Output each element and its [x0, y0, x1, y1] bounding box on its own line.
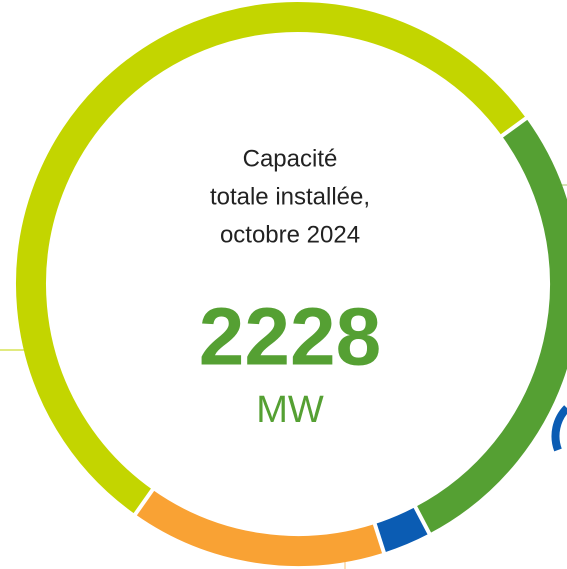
total-value: 2228: [199, 292, 381, 383]
partial-icon: [551, 405, 567, 452]
donut-segment: [135, 489, 384, 566]
donut-segment: [415, 118, 567, 534]
segment-gap: [368, 509, 391, 568]
center-label: Capacité: [243, 145, 338, 172]
donut-segment: [374, 506, 430, 553]
donut-segment: [16, 2, 527, 515]
center-label: octobre 2024: [220, 221, 360, 248]
segment-gap: [124, 476, 163, 528]
segment-gap: [406, 492, 439, 548]
center-label: totale installée,: [210, 183, 370, 210]
total-unit: MW: [256, 389, 324, 431]
segment-gap: [488, 107, 540, 147]
donut: [16, 2, 567, 568]
